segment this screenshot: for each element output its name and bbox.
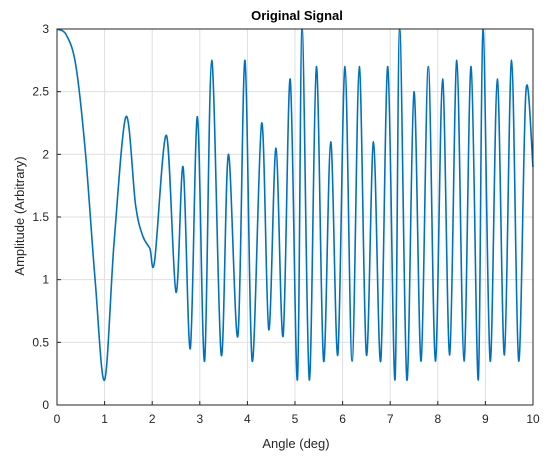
x-tick-label: 10 [526,412,540,426]
plot-area-frame [56,28,534,406]
y-tick-label: 0.5 [32,335,49,349]
x-tick-label: 1 [101,412,108,426]
y-tick-label: 1.5 [32,210,49,224]
chart-title: Original Signal [251,8,343,23]
x-tick-label: 9 [482,412,489,426]
series-line-0 [56,28,534,381]
series-group [56,28,534,381]
y-tick-label: 1 [42,273,49,287]
x-tick-label: 5 [292,412,299,426]
y-axis-title: Amplitude (Arbitrary) [12,156,27,275]
x-tick-label: 4 [244,412,251,426]
y-tick-label: 2.5 [32,85,49,99]
x-tick-label: 6 [339,412,346,426]
y-tick-label: 3 [42,22,49,36]
x-tick-label: 2 [149,412,156,426]
x-tick-label: 7 [387,412,394,426]
x-tick-label: 8 [434,412,441,426]
y-tick-label: 2 [42,147,49,161]
y-tick-label: 0 [42,398,49,412]
x-tick-label: 3 [196,412,203,426]
x-axis-title: Angle (deg) [262,436,329,451]
x-tick-label: 0 [54,412,61,426]
